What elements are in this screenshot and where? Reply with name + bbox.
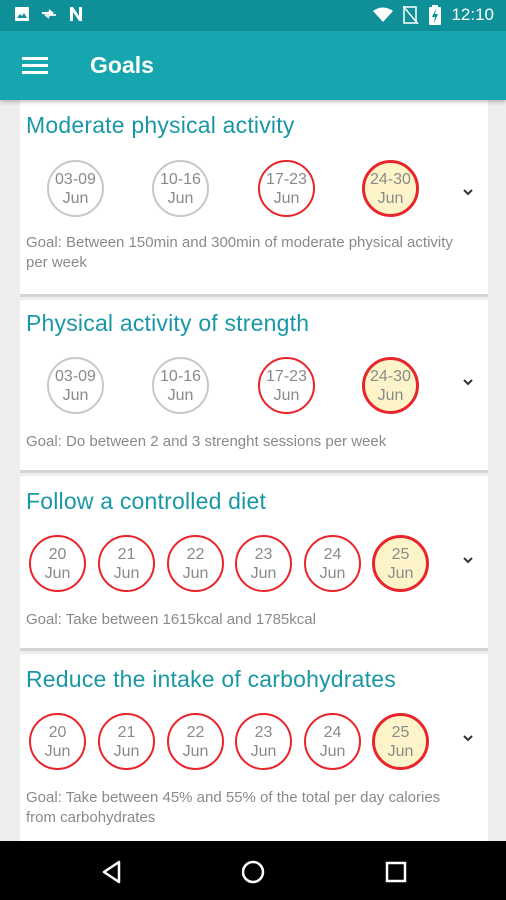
goal-title: Reduce the intake of carbohydrates	[26, 666, 396, 692]
period-range: 03-09	[55, 367, 96, 385]
period-range: 10-16	[160, 367, 201, 385]
no-signal-icon	[403, 6, 420, 24]
status-bar: 12:10	[0, 0, 506, 31]
period-circle[interactable]: 23 Jun	[235, 713, 292, 770]
period-day: 23	[254, 545, 273, 563]
chevron-down-icon[interactable]	[458, 376, 478, 390]
goal-description: Goal: Take between 1615kcal and 1785kcal	[26, 611, 316, 628]
period-month: Jun	[319, 742, 346, 760]
app-bar: Goals	[0, 31, 506, 100]
image-icon	[15, 7, 29, 21]
home-icon[interactable]	[238, 857, 268, 887]
period-month: Jun	[167, 189, 194, 207]
period-day: 22	[186, 723, 205, 741]
period-range: 24-30	[370, 170, 411, 188]
period-circle-current[interactable]: 25 Jun	[372, 535, 429, 592]
period-month: Jun	[319, 564, 346, 582]
period-circle-current[interactable]: 24-30 Jun	[362, 357, 419, 414]
period-range: 10-16	[160, 170, 201, 188]
goal-description: Goal: Do between 2 and 3 strenght sessio…	[26, 433, 387, 450]
goal-card-strength-activity: Physical activity of strength 03-09 Jun …	[20, 300, 488, 473]
period-month: Jun	[273, 386, 300, 404]
period-month: Jun	[387, 742, 414, 760]
back-icon[interactable]	[97, 857, 127, 887]
period-circle-current[interactable]: 25 Jun	[372, 713, 429, 770]
period-day: 20	[48, 545, 67, 563]
period-circle[interactable]: 03-09 Jun	[47, 357, 104, 414]
period-circle[interactable]: 10-16 Jun	[152, 357, 209, 414]
period-month: Jun	[62, 386, 89, 404]
period-circle[interactable]: 21 Jun	[98, 535, 155, 592]
recents-icon[interactable]	[381, 857, 411, 887]
period-day: 24	[323, 545, 342, 563]
period-month: Jun	[182, 564, 209, 582]
period-month: Jun	[44, 564, 71, 582]
period-circle[interactable]: 10-16 Jun	[152, 160, 209, 217]
goal-card-moderate-activity: Moderate physical activity 03-09 Jun 10-…	[20, 100, 488, 297]
period-month: Jun	[250, 742, 277, 760]
period-month: Jun	[377, 386, 404, 404]
period-circle[interactable]: 03-09 Jun	[47, 160, 104, 217]
period-circle[interactable]: 22 Jun	[167, 713, 224, 770]
period-month: Jun	[250, 564, 277, 582]
period-circle[interactable]: 17-23 Jun	[258, 357, 315, 414]
wifi-icon	[373, 7, 394, 22]
period-month: Jun	[113, 564, 140, 582]
period-circle[interactable]: 22 Jun	[167, 535, 224, 592]
status-bar-time: 12:10	[451, 5, 494, 24]
goal-description: Goal: Take between 45% and 55% of the to…	[26, 789, 441, 826]
period-range: 24-30	[370, 367, 411, 385]
period-month: Jun	[182, 742, 209, 760]
period-range: 17-23	[266, 367, 307, 385]
period-month: Jun	[377, 189, 404, 207]
period-range: 17-23	[266, 170, 307, 188]
period-circle[interactable]: 20 Jun	[29, 535, 86, 592]
chevron-down-icon[interactable]	[458, 186, 478, 200]
period-circle[interactable]: 24 Jun	[304, 535, 361, 592]
period-day: 22	[186, 545, 205, 563]
period-range: 03-09	[55, 170, 96, 188]
period-circle[interactable]: 17-23 Jun	[258, 160, 315, 217]
period-day: 24	[323, 723, 342, 741]
chevron-down-icon[interactable]	[458, 732, 478, 746]
period-circle-current[interactable]: 24-30 Jun	[362, 160, 419, 217]
status-bar-left-icons	[14, 6, 84, 22]
goal-title: Follow a controlled diet	[26, 488, 267, 514]
period-day: 25	[391, 545, 410, 563]
goal-title: Physical activity of strength	[26, 310, 310, 336]
period-month: Jun	[44, 742, 71, 760]
sync-icon	[42, 9, 56, 19]
period-day: 25	[391, 723, 410, 741]
period-circle[interactable]: 23 Jun	[235, 535, 292, 592]
period-day: 20	[48, 723, 67, 741]
period-month: Jun	[387, 564, 414, 582]
period-day: 23	[254, 723, 273, 741]
page-title: Goals	[90, 52, 154, 78]
period-month: Jun	[62, 189, 89, 207]
period-circle[interactable]: 20 Jun	[29, 713, 86, 770]
navigation-bar	[0, 841, 506, 900]
period-month: Jun	[113, 742, 140, 760]
goal-description: Goal: Between 150min and 300min of moder…	[26, 234, 453, 271]
goal-card-controlled-diet: Follow a controlled diet 20 Jun 21 Jun 2…	[20, 476, 488, 651]
period-circle[interactable]: 21 Jun	[98, 713, 155, 770]
goal-card-carbohydrates: Reduce the intake of carbohydrates 20 Ju…	[20, 654, 488, 841]
n-icon	[70, 7, 82, 21]
hamburger-menu-icon[interactable]	[22, 53, 48, 79]
period-month: Jun	[273, 189, 300, 207]
period-month: Jun	[167, 386, 194, 404]
battery-icon	[429, 5, 442, 25]
period-day: 21	[117, 723, 136, 741]
chevron-down-icon[interactable]	[458, 554, 478, 568]
goals-list[interactable]: Moderate physical activity 03-09 Jun 10-…	[0, 100, 506, 841]
goal-title: Moderate physical activity	[26, 112, 295, 138]
period-circle[interactable]: 24 Jun	[304, 713, 361, 770]
period-day: 21	[117, 545, 136, 563]
status-bar-right-icons: 12:10	[373, 5, 494, 25]
